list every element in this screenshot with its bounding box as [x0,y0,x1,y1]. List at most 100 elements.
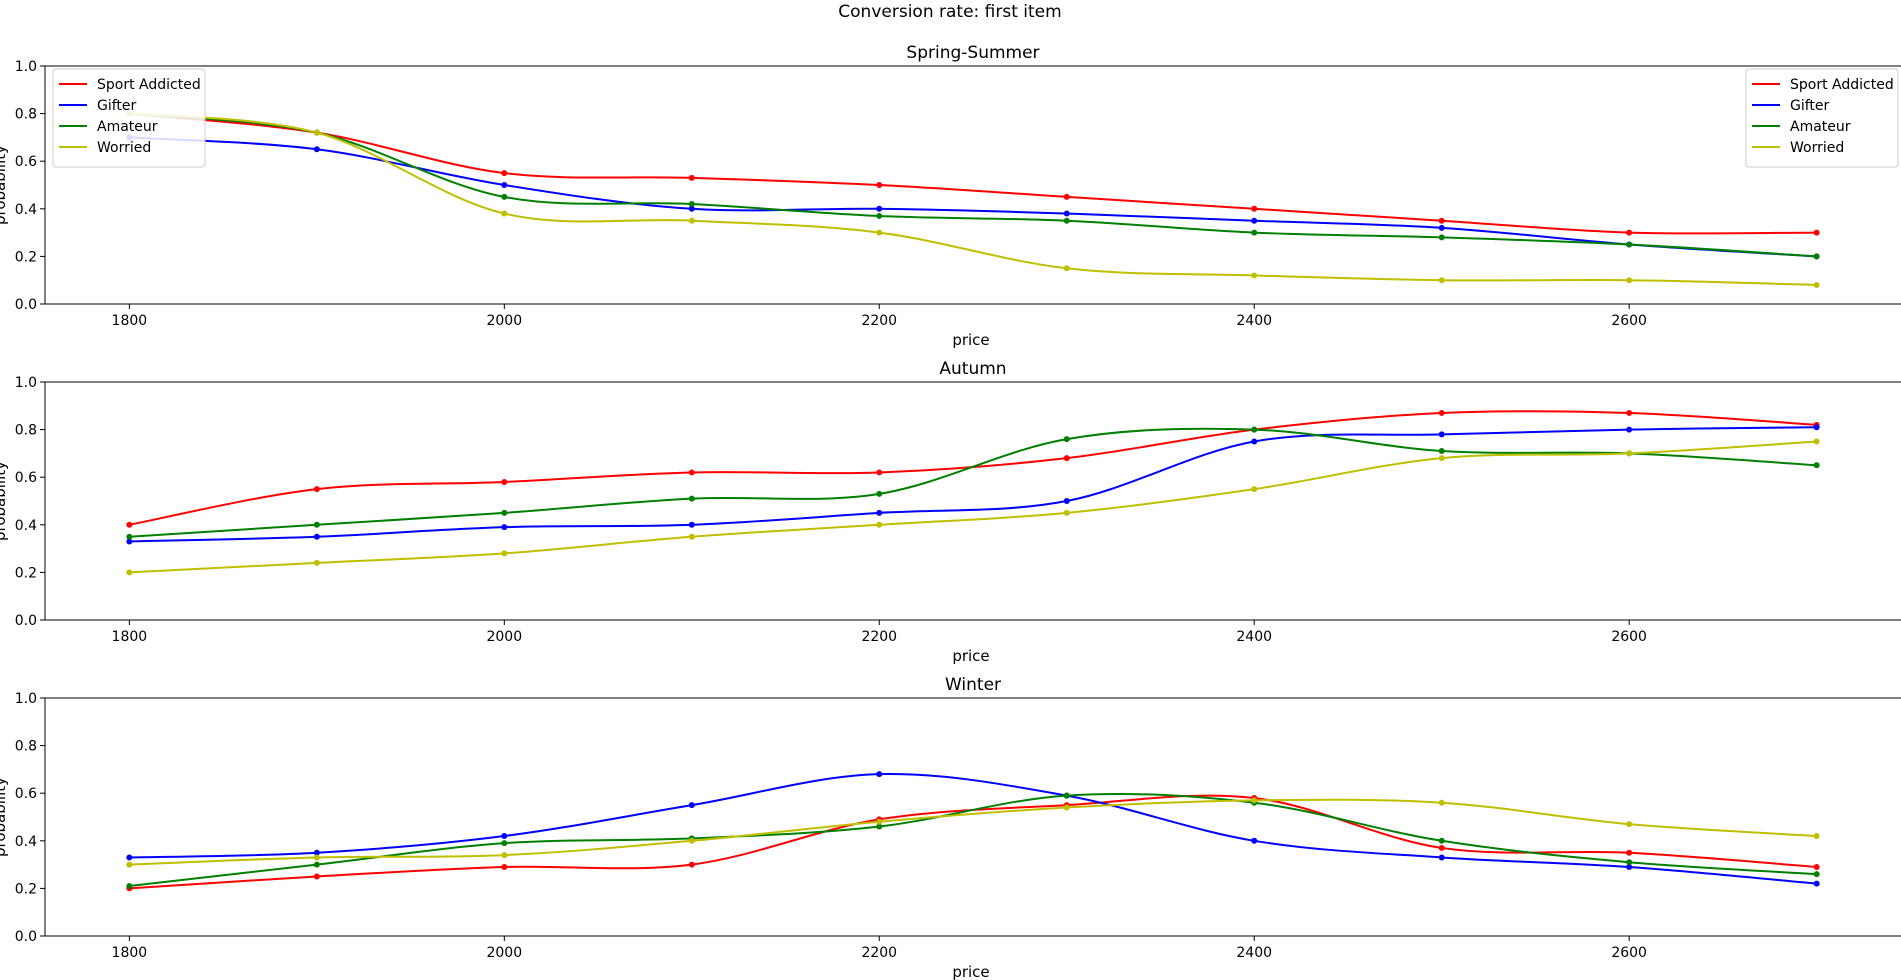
data-point [688,533,695,540]
data-point [688,495,695,502]
data-point [501,193,508,200]
x-tick-label: 2600 [1611,945,1647,961]
data-point [876,823,883,830]
x-tick-label: 2200 [861,313,897,329]
data-point [1251,486,1258,493]
x-tick-label: 1800 [112,313,148,329]
series-line [129,773,1817,885]
series-line [129,112,1817,286]
data-point [1063,804,1070,811]
x-axis-label: price [952,331,989,349]
x-tick-label: 2600 [1611,313,1647,329]
chart-panel: Winter 0.0 0.2 0.4 0.6 0.8 1.0 1800 2000 2200 2400… [0,68,1901,980]
data-point [1251,217,1258,224]
data-point [313,854,320,861]
legend: Sport Addicted Gifter Amateur Worried [1745,68,1899,168]
data-point [688,174,695,181]
data-point [1626,821,1633,828]
data-point [1813,871,1820,878]
panel-title: Spring-Summer [906,43,1039,63]
y-tick-label: 0.6 [15,470,37,486]
data-point [126,854,133,861]
data-point [1626,409,1633,416]
data-point [876,469,883,476]
data-point [1063,509,1070,516]
legend-entry: Worried [1790,140,1844,156]
legend-entry: Amateur [1790,119,1851,135]
data-point [1251,272,1258,279]
data-point [876,521,883,528]
data-point [501,509,508,516]
data-point [1438,431,1445,438]
data-point [1438,854,1445,861]
chart-panel: Spring-Summer 0.0 0.2 0.4 0.6 0.8 1.0 1800 2000 2… [0,43,1901,349]
figure-title: Conversion rate: first item [838,2,1061,22]
data-point [1251,205,1258,212]
data-point [313,559,320,566]
data-point [1251,426,1258,433]
data-point [126,533,133,540]
y-tick-label: 0.2 [15,249,37,265]
data-point [1813,229,1820,236]
y-tick-label: 1.0 [15,375,37,391]
data-point [1438,217,1445,224]
data-point [876,818,883,825]
data-point [688,201,695,208]
data-point [876,490,883,497]
legend-entry: Gifter [1790,98,1830,114]
data-point [1063,265,1070,272]
data-point [1063,217,1070,224]
data-point [1438,455,1445,462]
series-line [129,112,1817,258]
data-point [688,837,695,844]
x-tick-label: 2400 [1236,629,1272,645]
data-point [501,524,508,531]
legend: Sport Addicted Gifter Amateur Worried [52,68,206,168]
data-point [688,217,695,224]
data-point [501,182,508,188]
data-point [1813,253,1820,260]
data-point [1438,224,1445,231]
data-point [126,521,133,528]
series-line [129,798,1817,866]
data-point [501,550,508,557]
data-point [126,883,133,890]
data-point [1813,438,1820,445]
y-tick-label: 1.0 [15,691,37,707]
series-line [129,440,1817,574]
data-point [876,182,883,188]
data-point [1626,863,1633,870]
data-point [126,569,133,576]
legend-frame [52,68,206,168]
data-point [313,146,320,153]
y-tick-label: 0.0 [15,297,37,313]
x-tick-label: 1800 [112,629,148,645]
data-point [1063,498,1070,504]
data-point [1813,281,1820,288]
data-point [1251,797,1258,804]
y-tick-label: 0.8 [15,423,37,439]
y-tick-label: 1.0 [15,59,37,75]
data-point [876,212,883,219]
data-point [1251,229,1258,236]
data-point [501,170,508,177]
data-point [1626,849,1633,856]
data-point [876,205,883,212]
data-point [126,538,133,545]
data-point [876,509,883,516]
data-point [1438,409,1445,416]
data-point [313,533,320,540]
legend-entry: Sport Addicted [1790,77,1894,93]
data-point [688,802,695,809]
series-line [129,112,1817,235]
data-point [1626,229,1633,236]
y-tick-label: 0.0 [15,613,37,629]
x-tick-label: 2600 [1611,629,1647,645]
series-line [129,410,1817,526]
data-point [313,861,320,868]
data-point [1063,210,1070,217]
x-axis-label: price [952,963,989,980]
x-tick-label: 1800 [112,945,148,961]
data-point [1813,863,1820,870]
